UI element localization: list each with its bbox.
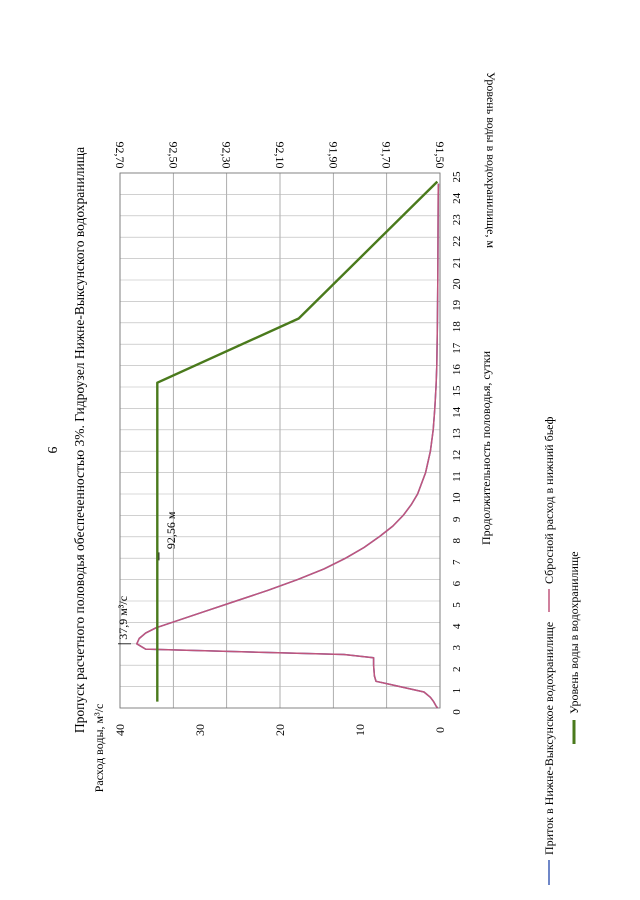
grid bbox=[119, 172, 441, 709]
x-tick-label: 16 bbox=[451, 364, 463, 376]
x-tick-label: 0 bbox=[451, 709, 463, 715]
series-layer bbox=[136, 180, 440, 709]
chart-title: Пропуск расчетного половодья обеспеченно… bbox=[72, 147, 87, 733]
x-tick-label: 9 bbox=[451, 516, 463, 522]
x-tick-label: 17 bbox=[451, 342, 463, 354]
x-tick-label: 2 bbox=[451, 666, 463, 672]
x-tick-label: 12 bbox=[451, 450, 463, 461]
y-tick-label: 0 bbox=[433, 727, 447, 733]
x-tick-label: 13 bbox=[451, 428, 463, 440]
legend-entry: Сбросной расход в нижний бьеф bbox=[542, 416, 556, 584]
x-tick-label: 19 bbox=[451, 299, 463, 311]
plot-frame bbox=[119, 172, 441, 709]
x-tick-label: 7 bbox=[451, 559, 463, 565]
y2-axis-title: Уровень воды в водохранилище, м bbox=[484, 72, 498, 249]
x-tick-label: 21 bbox=[451, 257, 463, 268]
y-tick-label: 30 bbox=[193, 724, 207, 736]
y-axis-title: Расход воды, м³/с bbox=[92, 704, 106, 793]
x-tick-label: 25 bbox=[451, 171, 463, 183]
x-tick-label: 18 bbox=[451, 321, 463, 333]
legend-entry: Приток в Нижне-Выксунское водохранилище bbox=[542, 622, 556, 855]
y2-tick-label: 92,50 bbox=[166, 142, 180, 169]
x-tick-label: 24 bbox=[451, 192, 463, 204]
x-tick-label: 6 bbox=[451, 580, 463, 586]
y-tick-label: 20 bbox=[273, 724, 287, 736]
x-tick-label: 20 bbox=[451, 278, 463, 290]
x-tick-label: 23 bbox=[451, 214, 463, 226]
x-tick-label: 8 bbox=[451, 538, 463, 544]
annotation-level: 92,56 м bbox=[164, 511, 178, 549]
annotations: 37,9 м³/с 92,56 м bbox=[116, 511, 178, 645]
tick-labels: 0123456789101112131415161718192021222324… bbox=[113, 142, 463, 737]
y2-tick-label: 91,50 bbox=[433, 142, 447, 169]
series-line-0 bbox=[136, 183, 440, 709]
legend: Приток в Нижне-Выксунское водохранилище С… bbox=[542, 416, 581, 885]
annotation-peak-flow: 37,9 м³/с bbox=[116, 596, 130, 640]
y2-tick-label: 92,70 bbox=[113, 142, 127, 169]
x-tick-label: 3 bbox=[451, 645, 463, 651]
y2-tick-label: 91,70 bbox=[380, 142, 394, 169]
x-tick-label: 4 bbox=[451, 623, 463, 629]
y-tick-label: 40 bbox=[113, 724, 127, 736]
y2-tick-label: 92,30 bbox=[220, 142, 234, 169]
x-axis-title: Продолжительность половодья, сутки bbox=[479, 350, 493, 545]
x-tick-label: 1 bbox=[451, 688, 463, 694]
x-tick-label: 10 bbox=[451, 492, 463, 504]
x-tick-label: 14 bbox=[451, 406, 463, 418]
page-number: 9 bbox=[44, 447, 59, 454]
series-line-2 bbox=[156, 180, 439, 702]
legend-entry: Уровень воды в водохранилище bbox=[567, 551, 581, 714]
series-line-1 bbox=[136, 183, 440, 709]
x-tick-label: 22 bbox=[451, 236, 463, 247]
y2-tick-label: 92,10 bbox=[273, 142, 287, 169]
x-tick-label: 15 bbox=[451, 385, 463, 397]
y2-tick-label: 91,90 bbox=[326, 142, 340, 169]
y-tick-label: 10 bbox=[353, 724, 367, 736]
x-tick-label: 11 bbox=[451, 471, 463, 482]
x-tick-label: 5 bbox=[451, 602, 463, 608]
